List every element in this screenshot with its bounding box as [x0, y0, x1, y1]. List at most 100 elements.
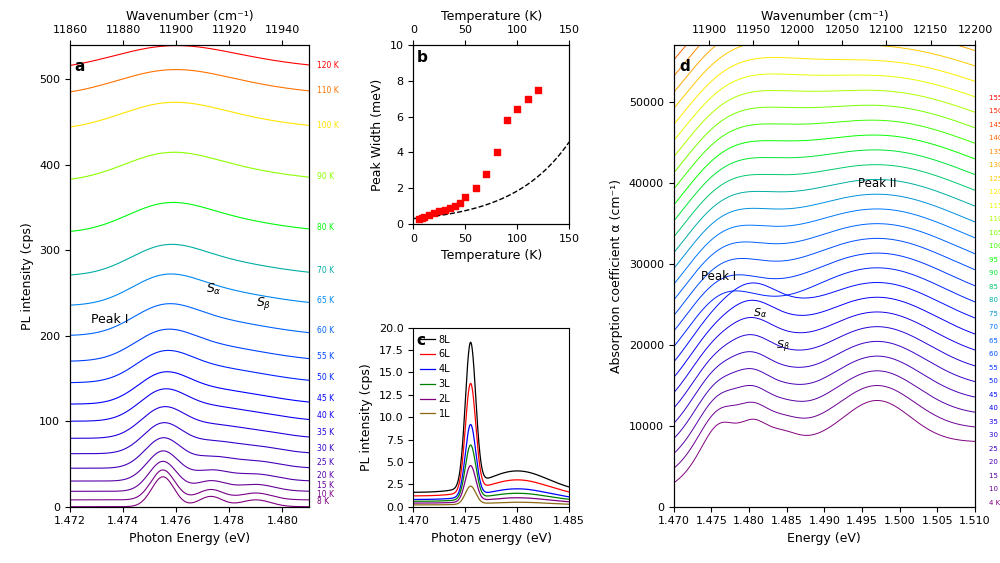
- Text: 90 K: 90 K: [989, 270, 1000, 276]
- Text: 20 K: 20 K: [989, 459, 1000, 466]
- X-axis label: Photon Energy (eV): Photon Energy (eV): [129, 532, 250, 545]
- 8L: [563, 484, 575, 490]
- Text: Peak I: Peak I: [701, 270, 736, 283]
- Point: [416, 212, 432, 221]
- Text: 60 K: 60 K: [989, 351, 1000, 358]
- Text: 50 K: 50 K: [317, 373, 334, 382]
- 4L: [498, 486, 510, 493]
- Text: 75 K: 75 K: [989, 311, 1000, 317]
- 2L: [502, 495, 514, 502]
- Text: 10 K: 10 K: [317, 490, 334, 499]
- 1L: [526, 499, 538, 506]
- Line: 3L: 3L: [413, 445, 569, 501]
- 2L: [526, 495, 538, 502]
- 8L: [465, 339, 477, 346]
- 6L: [417, 493, 429, 499]
- X-axis label: Energy (eV): Energy (eV): [787, 532, 861, 545]
- Text: 130 K: 130 K: [989, 162, 1000, 168]
- Line: 2L: 2L: [413, 466, 569, 503]
- Text: 20 K: 20 K: [317, 471, 334, 480]
- 8L: [542, 476, 554, 482]
- Text: $S_\beta$: $S_\beta$: [776, 338, 790, 355]
- 2L: [417, 500, 429, 507]
- Text: 8 K: 8 K: [317, 497, 329, 506]
- Text: 55 K: 55 K: [317, 351, 334, 360]
- Text: 145 K: 145 K: [989, 122, 1000, 128]
- Text: 140 K: 140 K: [989, 136, 1000, 141]
- Text: 40 K: 40 K: [989, 405, 1000, 412]
- Y-axis label: Absorption coefficient α (cm⁻¹): Absorption coefficient α (cm⁻¹): [610, 179, 623, 373]
- Text: 80 K: 80 K: [317, 224, 334, 233]
- Point: [530, 85, 546, 94]
- Text: 25 K: 25 K: [317, 458, 334, 467]
- Text: 105 K: 105 K: [989, 230, 1000, 236]
- Legend: 8L, 6L, 4L, 3L, 2L, 1L: 8L, 6L, 4L, 3L, 2L, 1L: [416, 330, 454, 423]
- Line: 4L: 4L: [413, 425, 569, 499]
- 2L: [465, 462, 477, 469]
- 6L: [502, 477, 514, 484]
- 3L: [417, 498, 429, 504]
- 2L: [498, 495, 510, 502]
- Text: 40 K: 40 K: [317, 412, 334, 421]
- Text: 110 K: 110 K: [317, 87, 339, 96]
- Line: 1L: 1L: [413, 486, 569, 505]
- Text: 4 K: 4 K: [989, 500, 1000, 506]
- Text: 35 K: 35 K: [317, 428, 334, 437]
- 3L: [407, 498, 419, 504]
- Text: 120 K: 120 K: [317, 61, 339, 70]
- 3L: [498, 490, 510, 497]
- Point: [447, 202, 463, 211]
- 8L: [507, 468, 519, 475]
- Point: [442, 203, 458, 212]
- Text: 45 K: 45 K: [989, 392, 1000, 398]
- Point: [411, 214, 427, 223]
- 1L: [417, 502, 429, 508]
- Text: 15 K: 15 K: [317, 481, 334, 490]
- 6L: [498, 478, 510, 485]
- Text: 100 K: 100 K: [317, 120, 339, 129]
- 8L: [417, 489, 429, 495]
- 8L: [407, 489, 419, 495]
- Text: 70 K: 70 K: [317, 266, 334, 275]
- 3L: [502, 490, 514, 497]
- 3L: [465, 441, 477, 448]
- Text: $S_\alpha$: $S_\alpha$: [753, 306, 767, 320]
- X-axis label: Temperature (K): Temperature (K): [441, 10, 542, 23]
- Text: 30 K: 30 K: [989, 432, 1000, 439]
- 3L: [563, 496, 575, 503]
- 4L: [507, 485, 519, 492]
- Text: 10 K: 10 K: [989, 486, 1000, 493]
- Point: [421, 211, 437, 220]
- Text: 45 K: 45 K: [317, 394, 334, 403]
- Point: [457, 193, 473, 202]
- 4L: [542, 489, 554, 496]
- 1L: [407, 502, 419, 508]
- Text: Peak I: Peak I: [91, 313, 129, 326]
- 4L: [417, 496, 429, 503]
- 4L: [407, 496, 419, 503]
- 8L: [498, 470, 510, 476]
- Text: $S_\alpha$: $S_\alpha$: [206, 282, 221, 297]
- Text: 30 K: 30 K: [317, 444, 334, 453]
- Text: 80 K: 80 K: [989, 297, 1000, 303]
- Text: 15 K: 15 K: [989, 473, 1000, 479]
- Text: 50 K: 50 K: [989, 378, 1000, 385]
- Point: [414, 213, 430, 222]
- Y-axis label: PL intensity (cps): PL intensity (cps): [21, 222, 34, 330]
- Text: 110 K: 110 K: [989, 216, 1000, 222]
- Text: a: a: [75, 59, 85, 74]
- X-axis label: Temperature (K): Temperature (K): [441, 249, 542, 262]
- 3L: [542, 493, 554, 500]
- 2L: [563, 498, 575, 505]
- Point: [431, 207, 447, 216]
- Text: 25 K: 25 K: [989, 446, 1000, 452]
- 3L: [526, 491, 538, 498]
- Text: Peak II: Peak II: [858, 177, 896, 190]
- Text: 155 K: 155 K: [989, 95, 1000, 101]
- Text: 65 K: 65 K: [317, 296, 334, 305]
- 6L: [507, 477, 519, 484]
- Text: 35 K: 35 K: [989, 419, 1000, 425]
- Point: [499, 115, 515, 124]
- 6L: [407, 493, 419, 499]
- 1L: [563, 501, 575, 508]
